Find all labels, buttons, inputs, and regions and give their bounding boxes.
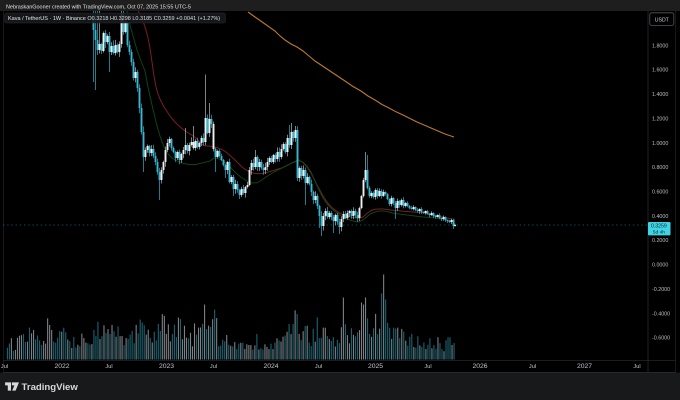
svg-text:2022: 2022: [54, 363, 69, 370]
svg-text:1.0000: 1.0000: [652, 141, 668, 147]
svg-text:1.6000: 1.6000: [652, 68, 668, 74]
svg-text:Jul: Jul: [1, 364, 8, 370]
svg-text:Jul: Jul: [210, 364, 217, 370]
svg-text:Jul: Jul: [633, 364, 640, 370]
svg-text:0.2000: 0.2000: [652, 238, 668, 244]
svg-text:0.3259: 0.3259: [651, 223, 667, 229]
svg-text:Jul: Jul: [315, 364, 322, 370]
svg-text:2027: 2027: [577, 363, 592, 370]
svg-text:-0.2000: -0.2000: [652, 287, 670, 293]
svg-text:0.0000: 0.0000: [652, 263, 668, 269]
svg-text:Jul: Jul: [424, 364, 431, 370]
svg-text:2024: 2024: [263, 363, 278, 370]
svg-text:1.8000: 1.8000: [652, 43, 668, 49]
svg-text:0.4000: 0.4000: [652, 214, 668, 220]
svg-text:2025: 2025: [368, 363, 383, 370]
svg-text:TradingView: TradingView: [22, 382, 79, 393]
svg-text:-0.6000: -0.6000: [652, 336, 670, 342]
svg-text:2023: 2023: [159, 363, 174, 370]
svg-text:Jul: Jul: [529, 364, 536, 370]
svg-text:2026: 2026: [472, 363, 487, 370]
svg-text:0.6000: 0.6000: [652, 190, 668, 196]
svg-text:1.4000: 1.4000: [652, 92, 668, 98]
svg-text:USDT: USDT: [655, 18, 670, 24]
svg-text:NebraskanGooner created with T: NebraskanGooner created with TradingView…: [6, 5, 191, 11]
svg-text:5d 4h: 5d 4h: [653, 229, 666, 235]
svg-text:Jul: Jul: [105, 364, 112, 370]
svg-text:-0.4000: -0.4000: [652, 311, 670, 317]
svg-text:0.8000: 0.8000: [652, 165, 668, 171]
svg-text:1.2000: 1.2000: [652, 116, 668, 122]
svg-text:Kava / TetherUS · 1W · Binance: Kava / TetherUS · 1W · Binance O0.3218 H…: [8, 16, 220, 22]
